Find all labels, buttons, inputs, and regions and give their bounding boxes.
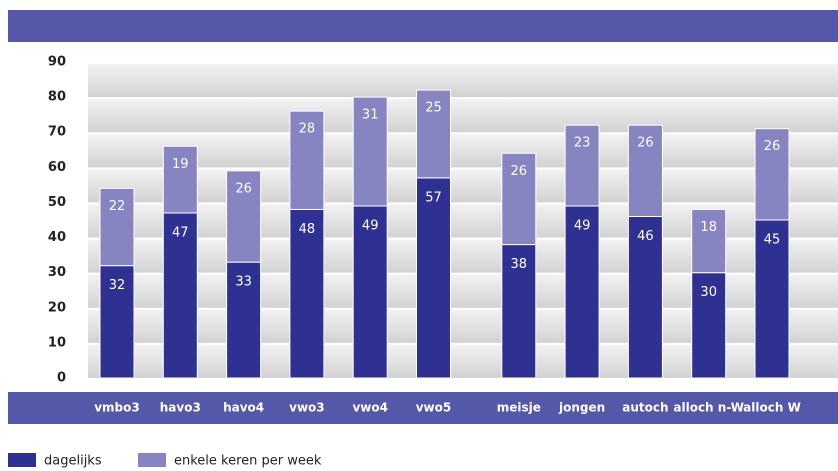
value-label: 22 [109,199,126,214]
y-tick-label: 30 [48,265,66,280]
header-bar [8,10,838,42]
bar-segment [501,244,537,379]
bar-segment [691,208,727,274]
x-tick-label: jongen [558,401,605,415]
bar-segment [162,145,198,214]
value-label: 45 [764,233,781,248]
value-label: 38 [511,257,528,272]
grid-band [88,134,838,168]
category-bar [8,392,838,424]
bar-segment [564,205,600,379]
value-label: 31 [362,108,379,123]
value-label: 47 [172,225,189,240]
legend-swatch [8,453,36,467]
x-tick-label: alloch n-W [673,401,744,415]
x-tick-label: havo3 [160,401,201,415]
value-label: 28 [299,122,316,137]
y-tick-label: 90 [48,55,66,70]
value-label: 32 [109,278,126,293]
bar-segment [99,187,135,267]
x-tick-label: autoch [622,401,668,415]
x-tick-label: havo4 [223,401,264,415]
value-label: 25 [425,101,442,116]
bar-segment [352,96,388,207]
y-tick-label: 10 [48,335,66,350]
bar-segment [416,177,451,379]
value-label: 30 [700,285,717,300]
y-tick-label: 20 [48,300,66,315]
y-tick-label: 40 [48,230,66,245]
y-tick-label: 70 [48,125,66,140]
bar-segment [352,205,388,379]
x-tick-label: vwo5 [416,401,452,415]
bar-segment [416,89,451,179]
bar-segment [289,110,325,210]
bar-segment [627,215,663,379]
legend-swatch [138,453,166,467]
value-label: 26 [764,139,781,154]
value-label: 19 [172,157,189,172]
bar-segment [226,261,262,379]
value-label: 33 [235,275,252,290]
grid-band [88,169,838,203]
x-tick-label: vwo3 [289,401,325,415]
x-tick-label: meisje [497,401,541,415]
value-label: 23 [574,136,591,151]
bar-segment [627,124,663,217]
bar-segment [226,170,262,263]
legend-label: dagelijks [44,454,102,469]
y-tick-label: 60 [48,160,66,175]
x-tick-label: vmbo3 [94,401,140,415]
bar-segment [564,124,600,207]
value-label: 49 [574,218,591,233]
value-label: 46 [637,229,654,244]
value-label: 26 [235,181,252,196]
value-label: 18 [700,220,717,235]
bar-segment [691,272,727,379]
value-label: 49 [362,218,379,233]
bar-segment [501,152,537,246]
grid-band [88,64,838,98]
x-tick-label: alloch W [743,401,801,415]
y-tick-label: 0 [57,371,66,386]
grid-band [88,99,838,133]
legend-label: enkele keren per week [174,454,322,469]
value-label: 26 [637,136,654,151]
x-tick-label: vwo4 [352,401,388,415]
bar-segment [289,208,325,379]
bar-segment [754,128,790,221]
y-tick-label: 80 [48,90,66,105]
y-tick-label: 50 [48,195,66,210]
value-label: 57 [425,190,442,205]
bar-segment [754,219,790,379]
value-label: 48 [299,222,316,237]
value-label: 26 [511,164,528,179]
